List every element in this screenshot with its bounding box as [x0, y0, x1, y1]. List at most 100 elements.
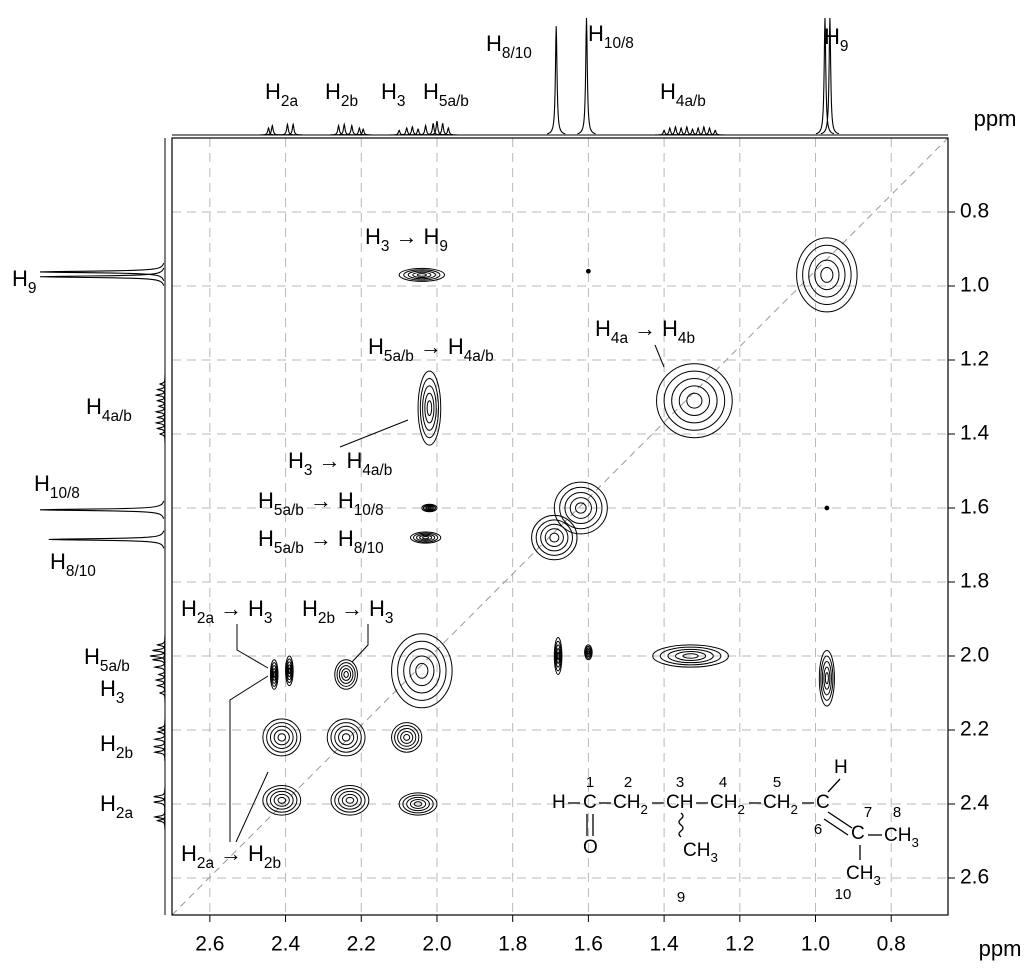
contour — [584, 645, 592, 659]
leader-line — [351, 624, 369, 663]
label-sub: 3 — [385, 610, 394, 627]
x-tick-label: 1.4 — [649, 933, 679, 956]
label-main: H — [50, 549, 66, 574]
cross-peak — [553, 481, 608, 535]
contour — [419, 534, 433, 541]
label-main: H — [486, 31, 502, 56]
contour — [277, 796, 287, 804]
label-main: H — [248, 596, 264, 621]
label-main: H — [100, 676, 116, 701]
contour — [796, 237, 858, 313]
label-main: H — [86, 394, 102, 419]
label: CH3 — [846, 863, 881, 888]
leader-line — [654, 344, 665, 368]
label: H9 — [12, 266, 36, 297]
annotation: H3 → H9 — [365, 224, 448, 255]
contour — [400, 730, 414, 744]
locant: 4 — [719, 774, 727, 791]
label: H8/10 — [486, 31, 532, 62]
contour — [394, 725, 420, 750]
label: H — [834, 757, 848, 778]
label-main: H — [588, 21, 604, 46]
contour — [424, 392, 435, 424]
left-projection-peak — [158, 375, 166, 393]
contour — [587, 270, 590, 273]
contour — [338, 729, 355, 746]
y-tick-label: 0.8 — [960, 200, 989, 223]
top-projection-peak — [546, 26, 566, 135]
contour — [338, 665, 354, 684]
contour — [814, 259, 840, 291]
label-main: H — [302, 596, 318, 621]
annotation-arrow: → — [318, 448, 340, 473]
top-projection-peak — [815, 17, 835, 135]
label-main: H — [423, 79, 439, 104]
label-main: CH — [763, 792, 790, 813]
annotation-arrow: → — [634, 316, 656, 341]
label-main: C — [583, 792, 597, 813]
y-tick-label: 1.8 — [960, 570, 989, 593]
label-sub: 8/10 — [66, 563, 96, 580]
label-main: H — [824, 24, 840, 49]
label-main: H — [662, 316, 678, 341]
contour — [269, 659, 279, 690]
label-sub: 3 — [381, 238, 390, 255]
label-main: H — [660, 79, 676, 104]
contour — [403, 648, 441, 694]
label-sub: 2a — [116, 805, 134, 822]
annotation: H2a → H3 — [181, 596, 272, 627]
label: H3 — [100, 676, 124, 707]
label-main: H — [423, 224, 439, 249]
contour — [556, 648, 561, 664]
contour — [273, 729, 290, 746]
leader-line — [339, 419, 409, 448]
contour — [818, 649, 835, 707]
left-projection-peak — [155, 811, 166, 830]
contour — [584, 644, 593, 661]
contour — [272, 668, 277, 681]
label-main: CH — [846, 863, 873, 884]
annotation-arrow: → — [395, 224, 417, 249]
label-sub: 5a/b — [100, 658, 130, 675]
contour — [334, 725, 358, 750]
cross-peak — [652, 644, 729, 668]
contour — [412, 271, 432, 278]
locant: 1 — [586, 774, 594, 791]
cross-peak — [334, 659, 358, 690]
label-main: CH — [884, 825, 911, 846]
annotation-arrow: → — [341, 596, 363, 621]
y-tick-label: 2.6 — [960, 866, 989, 889]
label-sub: 5a/b — [274, 502, 304, 519]
label-sub: 2a — [197, 855, 215, 872]
cross-peak — [269, 659, 279, 690]
top-projection-peak — [354, 127, 373, 136]
label-sub: 2a — [281, 93, 299, 110]
label-sub: 10/8 — [50, 485, 80, 502]
contour — [820, 655, 834, 701]
locant: 3 — [676, 774, 684, 791]
contour — [422, 535, 430, 540]
label-sub: 3 — [116, 690, 125, 707]
contour — [409, 799, 427, 809]
label-main: H — [181, 841, 197, 866]
cross-peak — [391, 722, 423, 753]
contour — [270, 662, 278, 687]
contour — [271, 665, 277, 684]
locant: 7 — [864, 804, 872, 821]
left-projection-peak — [155, 380, 166, 399]
label-main: C — [851, 823, 865, 844]
top-projection-peak — [259, 126, 278, 136]
label: CH2 — [763, 792, 798, 817]
annotation: H5a/b → H4a/b — [368, 334, 494, 365]
contour — [824, 672, 829, 685]
label: H8/10 — [50, 549, 96, 580]
cross-peak — [285, 655, 294, 687]
contour — [587, 650, 590, 655]
contour — [262, 718, 302, 757]
label-sub: 4a/b — [464, 348, 494, 365]
y-tick-label: 2.0 — [960, 644, 989, 667]
annotation-arrow: → — [310, 526, 332, 551]
label-sub: 2 — [790, 802, 797, 817]
label-main: O — [583, 837, 598, 858]
contour — [671, 378, 718, 424]
